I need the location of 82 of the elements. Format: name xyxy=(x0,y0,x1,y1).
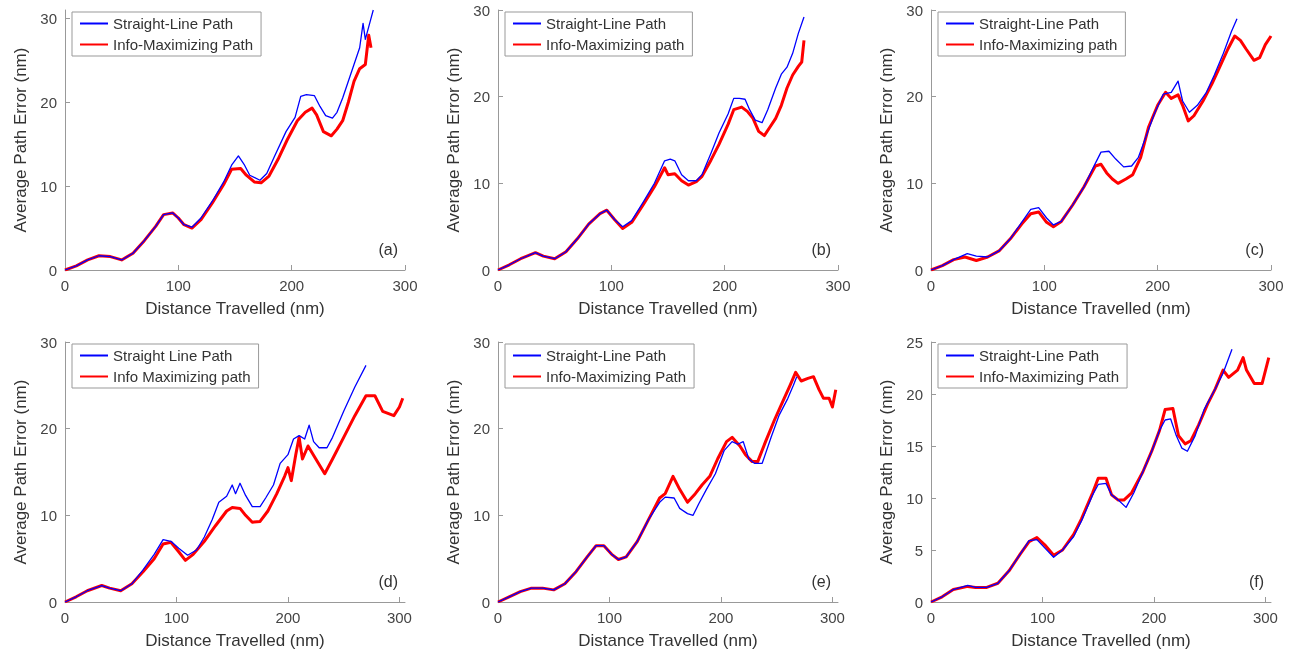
x-tick-label: 200 xyxy=(275,609,301,626)
line-series xyxy=(930,18,1238,271)
x-axis-title: Distance Travelled (nm) xyxy=(145,631,325,650)
legend-label: Info-Maximizing Path xyxy=(113,36,254,53)
y-tick-label: 20 xyxy=(40,420,57,438)
x-tick-label: 100 xyxy=(163,609,189,626)
y-tick-label: 20 xyxy=(473,420,490,438)
y-tick-label: 30 xyxy=(473,1,490,19)
y-tick-label: 25 xyxy=(906,333,923,351)
y-tick-label: 20 xyxy=(906,88,923,106)
x-tick-label: 200 xyxy=(1145,277,1171,294)
y-axis-title: Average Path Error (nm) xyxy=(877,379,896,565)
legend-label: Straight-Line Path xyxy=(979,15,1100,32)
legend-label: Straight-Line Path xyxy=(979,347,1100,364)
y-tick-label: 0 xyxy=(481,593,490,611)
x-tick-label: 200 xyxy=(279,277,305,294)
x-tick-label: 300 xyxy=(386,609,412,626)
y-axis-title: Average Path Error (nm) xyxy=(11,47,30,233)
annotation: (f) xyxy=(1248,572,1265,590)
x-tick-label: 100 xyxy=(598,277,624,294)
x-tick-label: 100 xyxy=(1029,609,1055,626)
legend-label: Straight-Line Path xyxy=(113,15,234,32)
x-tick-label: 300 xyxy=(825,277,851,294)
x-axis-title: Distance Travelled (nm) xyxy=(578,299,758,318)
x-tick-label: 300 xyxy=(392,277,418,294)
x-tick-label: 200 xyxy=(1141,609,1167,626)
x-axis-title: Distance Travelled (nm) xyxy=(1011,631,1191,650)
x-axis-title: Distance Travelled (nm) xyxy=(1011,299,1191,318)
x-axis-title: Distance Travelled (nm) xyxy=(578,631,758,650)
x-tick-label: 300 xyxy=(819,609,845,626)
y-tick-label: 10 xyxy=(906,489,923,507)
y-tick-label: 0 xyxy=(481,261,490,279)
y-tick-label: 10 xyxy=(40,506,57,524)
y-tick-label: 30 xyxy=(40,333,57,351)
legend-label: Info-Maximizing path xyxy=(979,36,1118,53)
y-tick-label: 0 xyxy=(914,261,923,279)
y-tick-label: 20 xyxy=(906,385,923,403)
y-tick-label: 10 xyxy=(906,174,923,192)
y-tick-label: 10 xyxy=(40,177,57,195)
y-axis-title: Average Path Error (nm) xyxy=(877,47,896,233)
y-tick-label: 0 xyxy=(48,593,57,611)
legend-label: Straight-Line Path xyxy=(546,347,667,364)
annotation: (a) xyxy=(378,240,399,258)
legend-label: Info-Maximizing Path xyxy=(546,368,687,385)
y-tick-label: 30 xyxy=(473,333,490,351)
annotation: (c) xyxy=(1245,240,1264,258)
legend-label: Info Maximizing path xyxy=(113,368,251,385)
y-tick-label: 30 xyxy=(40,9,57,27)
x-tick-label: 300 xyxy=(1252,609,1278,626)
legend-label: Straight-Line Path xyxy=(546,15,667,32)
x-tick-label: 100 xyxy=(596,609,622,626)
y-tick-label: 10 xyxy=(473,506,490,524)
annotation: (e) xyxy=(811,572,832,590)
x-tick-label: 300 xyxy=(1258,277,1284,294)
y-tick-label: 20 xyxy=(40,93,57,111)
y-axis-title: Average Path Error (nm) xyxy=(444,47,463,233)
y-tick-label: 30 xyxy=(906,1,923,19)
y-axis-title: Average Path Error (nm) xyxy=(444,379,463,565)
x-axis-title: Distance Travelled (nm) xyxy=(145,299,325,318)
y-tick-label: 5 xyxy=(914,541,923,559)
x-tick-label: 100 xyxy=(165,277,191,294)
y-tick-label: 20 xyxy=(473,88,490,106)
y-tick-label: 0 xyxy=(914,593,923,611)
x-tick-label: 0 xyxy=(926,277,936,294)
y-tick-label: 10 xyxy=(473,174,490,192)
x-tick-label: 100 xyxy=(1031,277,1057,294)
x-tick-label: 0 xyxy=(926,609,936,626)
x-tick-label: 200 xyxy=(712,277,738,294)
annotation: (d) xyxy=(378,572,399,590)
x-tick-label: 0 xyxy=(493,609,503,626)
legend-label: Info-Maximizing Path xyxy=(979,368,1120,385)
y-axis-title: Average Path Error (nm) xyxy=(11,379,30,565)
x-tick-label: 0 xyxy=(493,277,503,294)
annotation: (b) xyxy=(811,240,832,258)
y-tick-label: 0 xyxy=(48,261,57,279)
legend-label: Straight Line Path xyxy=(113,347,233,364)
legend-label: Info-Maximizing path xyxy=(546,36,685,53)
x-tick-label: 0 xyxy=(60,609,70,626)
x-tick-label: 200 xyxy=(708,609,734,626)
x-tick-label: 0 xyxy=(60,277,70,294)
y-tick-label: 15 xyxy=(906,437,923,455)
line-series xyxy=(64,364,367,603)
